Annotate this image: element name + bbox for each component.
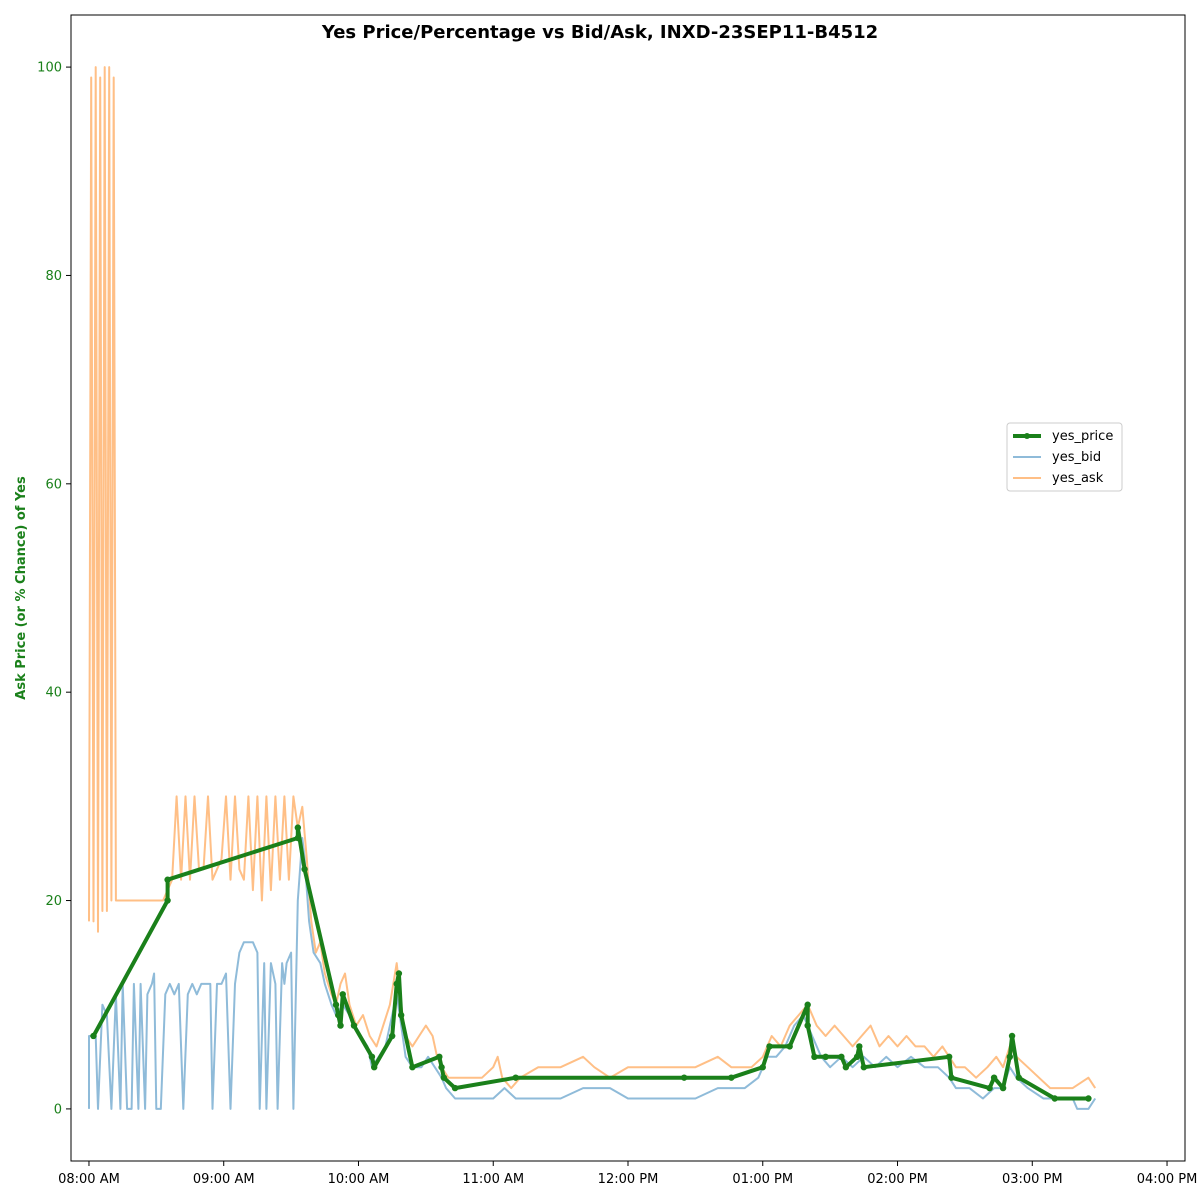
y-tick-label: 80 [45, 269, 62, 284]
data-point-yes-price [294, 824, 302, 831]
legend-box [1006, 422, 1123, 492]
y-tick-label: 40 [45, 686, 62, 701]
y-axis-label: Ask Price (or % Chance) of Yes [14, 476, 29, 700]
data-point-yes-price [990, 1074, 998, 1081]
data-point-yes-price [804, 1001, 811, 1008]
legend: yes_price yes_bid yes_ask [1006, 422, 1123, 492]
data-point-yes-price [853, 1053, 861, 1061]
plot-area [88, 66, 1097, 1110]
data-point-yes-price [164, 897, 171, 904]
data-point-yes-price [388, 1032, 396, 1040]
data-point-yes-price [856, 1043, 863, 1050]
data-point-yes-price [804, 1022, 811, 1029]
data-point-yes-price [945, 1053, 953, 1061]
data-point-yes-price [397, 1011, 405, 1019]
legend-label-yes-price: yes_price [1052, 429, 1113, 444]
x-tick-label: 03:00 PM [1002, 1172, 1063, 1187]
x-tick-label: 10:00 AM [328, 1172, 390, 1187]
data-point-yes-price [368, 1053, 376, 1061]
data-point-yes-price [786, 1043, 793, 1050]
y-tick-label: 20 [45, 894, 62, 909]
data-point-yes-price [164, 876, 171, 883]
x-tick-label: 08:00 AM [58, 1172, 120, 1187]
data-point-yes-price [1085, 1095, 1092, 1102]
data-point-yes-price [332, 1001, 340, 1008]
data-point-yes-price [986, 1084, 993, 1092]
x-tick-label: 12:00 PM [598, 1172, 659, 1187]
data-point-yes-price [512, 1074, 519, 1081]
x-tick-label: 01:00 PM [732, 1172, 793, 1187]
data-point-yes-price [948, 1074, 955, 1081]
data-point-yes-price [999, 1084, 1007, 1092]
data-point-yes-price [301, 866, 308, 873]
x-tick-label: 02:00 PM [867, 1172, 928, 1187]
data-point-yes-price [1015, 1074, 1022, 1081]
data-point-yes-price [395, 970, 403, 977]
data-point-yes-price [350, 1022, 358, 1029]
data-point-yes-price [371, 1064, 378, 1071]
y-tick-label: 100 [37, 61, 62, 76]
data-point-yes-price [438, 1064, 445, 1071]
data-point-yes-price [822, 1053, 829, 1061]
data-point-yes-price [1006, 1053, 1014, 1061]
data-point-yes-price [838, 1053, 845, 1061]
data-point-yes-price [1051, 1095, 1058, 1102]
data-point-yes-price [337, 1022, 344, 1029]
x-tick-label: 04:00 PM [1137, 1172, 1198, 1187]
data-point-yes-price [393, 980, 400, 988]
data-point-yes-price [90, 1032, 97, 1040]
data-point-yes-price [294, 834, 302, 842]
y-tick-label: 0 [54, 1102, 62, 1117]
series-line-yes-ask [88, 66, 1097, 1090]
data-point-yes-price [335, 1011, 342, 1019]
legend-marker-yes-price [1024, 433, 1030, 439]
data-point-yes-price [451, 1084, 459, 1092]
data-point-yes-price [680, 1074, 688, 1081]
data-point-yes-price [728, 1074, 735, 1081]
legend-label-yes-ask: yes_ask [1052, 471, 1104, 486]
legend-label-yes-bid: yes_bid [1052, 450, 1101, 465]
x-tick-label: 11:00 AM [462, 1172, 524, 1187]
data-point-yes-price [339, 991, 346, 998]
data-point-yes-price [436, 1053, 443, 1061]
data-point-yes-price [842, 1064, 850, 1071]
data-point-yes-price [766, 1043, 773, 1050]
data-point-yes-price [860, 1064, 868, 1071]
x-tick-label: 09:00 AM [193, 1172, 255, 1187]
data-point-yes-price [1008, 1032, 1016, 1040]
data-point-yes-price [440, 1074, 448, 1081]
data-point-yes-price [409, 1064, 416, 1071]
y-tick-label: 60 [45, 477, 62, 492]
chart-title: Yes Price/Percentage vs Bid/Ask, INXD-23… [321, 22, 878, 43]
data-point-yes-price [759, 1064, 766, 1071]
data-point-yes-price [811, 1053, 818, 1061]
